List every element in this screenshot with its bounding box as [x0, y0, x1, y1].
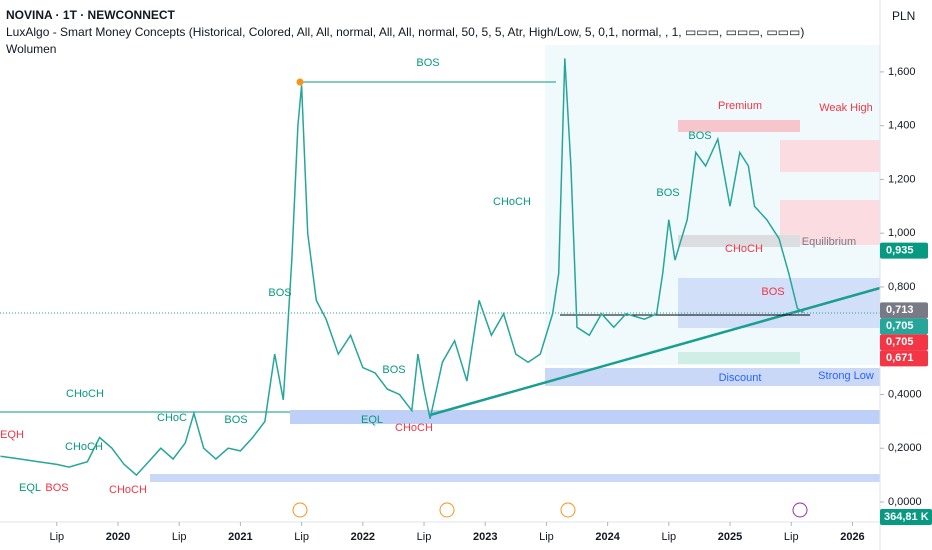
x-tick-label: 2021 — [228, 531, 252, 543]
price-badge-label: 0,671 — [886, 352, 914, 364]
annotation: EQL — [361, 414, 383, 426]
annotation: BOS — [761, 286, 784, 298]
x-tick-label: Lip — [172, 531, 187, 543]
event-icon — [792, 502, 808, 518]
annotation: CHoCH — [725, 243, 763, 255]
currency[interactable]: PLN — [892, 9, 916, 23]
annotation: Equilibrium — [802, 236, 856, 248]
x-tick-label: Lip — [417, 531, 432, 543]
y-tick-label: 1,400 — [888, 120, 916, 132]
y-tick-label: 1,600 — [888, 66, 916, 78]
price-badge-label: 0,705 — [886, 336, 914, 348]
x-tick-label: Lip — [294, 531, 309, 543]
annotation: Premium — [718, 100, 762, 112]
trend-line — [429, 286, 881, 417]
y-tick-label: 1,000 — [888, 227, 916, 239]
zone — [678, 235, 800, 247]
y-tick-label: 0,800 — [888, 281, 916, 293]
x-tick-label: 2026 — [840, 531, 864, 543]
price-line — [0, 58, 804, 477]
x-tick-label: 2024 — [595, 531, 620, 543]
zone — [150, 474, 880, 482]
annotation: CHoCH — [395, 422, 433, 434]
symbol: NOVINA · 1T · NEWCONNECT — [6, 8, 175, 22]
annotation: BOS — [688, 130, 711, 142]
x-tick-label: 2025 — [718, 531, 742, 543]
price-badge — [880, 302, 928, 319]
y-tick-label: 0,0000 — [888, 496, 922, 508]
zone — [780, 140, 880, 172]
y-tick-label: 0,4000 — [888, 388, 922, 400]
annotation: BOS — [224, 414, 247, 426]
zone — [678, 278, 880, 328]
pivot-dot — [296, 78, 304, 86]
annotation: BOS — [382, 364, 405, 376]
annotation: BOS — [656, 187, 679, 199]
annotation: Weak High — [819, 102, 873, 114]
x-tick-label: 2022 — [351, 531, 375, 543]
price-badge-label: 0,713 — [886, 304, 914, 316]
price-badge — [880, 350, 928, 367]
annotation: EQH — [0, 429, 24, 441]
annotation: CHoCH — [65, 441, 103, 453]
price-badge — [880, 242, 928, 259]
price-badge-label: 0,705 — [886, 320, 914, 332]
volume-badge-label: 364,81 K — [884, 511, 929, 523]
annotation: CHoC — [157, 412, 187, 424]
annotation: Discount — [719, 372, 762, 384]
x-tick-label: Lip — [784, 531, 799, 543]
dividend-icons — [292, 502, 576, 518]
annotation: BOS — [45, 482, 68, 494]
x-tick-label: Lip — [662, 531, 677, 543]
x-tick-label: Lip — [49, 531, 64, 543]
volume-badge — [880, 509, 932, 525]
x-tick-label: 2023 — [473, 531, 497, 543]
price-badge — [880, 334, 928, 351]
y-tick-label: 1,200 — [888, 173, 916, 185]
zone — [678, 120, 800, 132]
x-tick-label: 2020 — [106, 531, 130, 543]
price-badge — [880, 318, 928, 335]
price-badge-label: 0,935 — [886, 245, 914, 257]
annotation: BOS — [416, 57, 439, 69]
annotation: CHoCH — [109, 484, 147, 496]
volume-title: Wolumen — [6, 42, 57, 56]
indicator: LuxAlgo - Smart Money Concepts (Historic… — [6, 25, 805, 39]
annotation: BOS — [268, 287, 291, 299]
annotation: EQL — [19, 482, 41, 494]
x-tick-label: Lip — [539, 531, 554, 543]
y-tick-label: 0,2000 — [888, 442, 922, 454]
annotation: CHoCH — [493, 196, 531, 208]
annotation: CHoCH — [66, 388, 104, 400]
annotation: Strong Low — [818, 370, 874, 382]
zone — [545, 368, 880, 386]
zone — [678, 352, 800, 364]
